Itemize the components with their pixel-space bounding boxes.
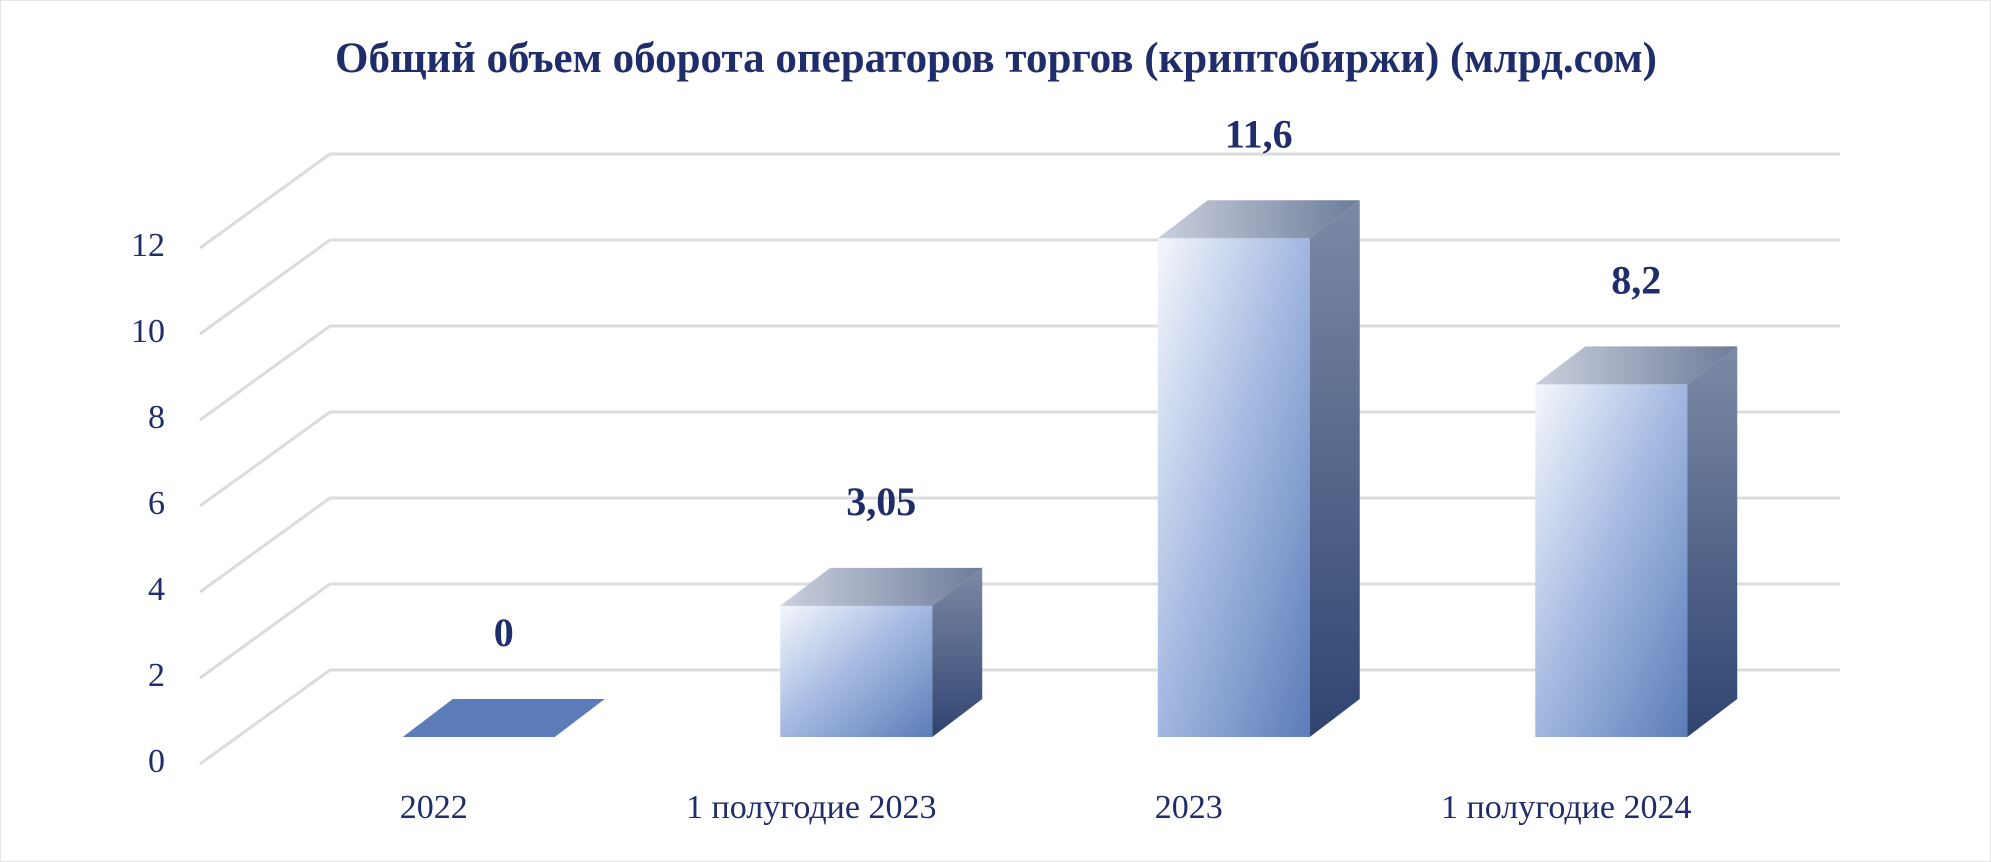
value-label: 8,2 bbox=[1611, 258, 1661, 303]
grid-line bbox=[199, 410, 331, 508]
y-tick-label: 0 bbox=[148, 743, 165, 780]
bar-front bbox=[1157, 238, 1310, 737]
y-tick-label: 8 bbox=[148, 399, 165, 436]
bar-top bbox=[1535, 346, 1738, 385]
x-tick-label: 2023 bbox=[1155, 789, 1223, 826]
value-label: 3,05 bbox=[846, 479, 916, 524]
y-tick-label: 4 bbox=[148, 571, 165, 608]
bar-top bbox=[1157, 200, 1360, 239]
grid-line bbox=[199, 668, 331, 766]
value-label: 0 bbox=[494, 610, 514, 655]
x-tick-label: 2022 bbox=[400, 789, 468, 826]
grid-line bbox=[199, 152, 331, 250]
bar-side bbox=[932, 567, 983, 737]
bar-top bbox=[780, 567, 983, 606]
grid-line bbox=[199, 496, 331, 594]
value-label: 11,6 bbox=[1225, 111, 1293, 156]
bar-front bbox=[1535, 384, 1688, 737]
chart-title: Общий объем оборота операторов торгов (к… bbox=[335, 35, 1657, 82]
grid-line bbox=[199, 582, 331, 680]
x-tick-label: 1 полугодие 2024 bbox=[1441, 789, 1691, 826]
bar-side bbox=[1687, 346, 1738, 737]
bar-front bbox=[780, 605, 933, 737]
y-tick-label: 12 bbox=[131, 227, 165, 264]
bar-side bbox=[1309, 200, 1360, 737]
y-tick-label: 2 bbox=[148, 657, 165, 694]
bar-top bbox=[402, 699, 605, 737]
grid-line bbox=[199, 324, 331, 422]
grid-line bbox=[199, 238, 331, 336]
y-tick-label: 6 bbox=[148, 485, 165, 522]
x-tick-label: 1 полугодие 2023 bbox=[686, 789, 936, 826]
y-tick-label: 10 bbox=[131, 313, 165, 350]
